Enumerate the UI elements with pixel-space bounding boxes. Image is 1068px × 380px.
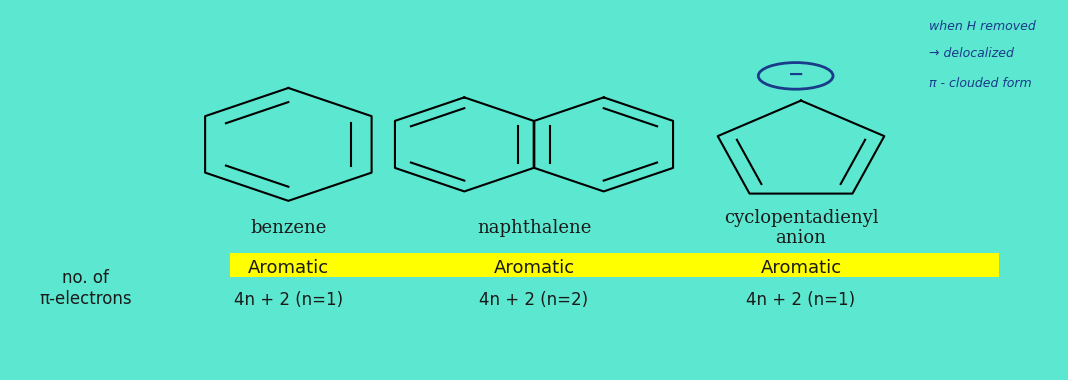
Text: benzene: benzene xyxy=(250,219,327,237)
Text: Aromatic: Aromatic xyxy=(248,259,329,277)
Text: Aromatic: Aromatic xyxy=(493,259,575,277)
Text: 4n + 2 (n=1): 4n + 2 (n=1) xyxy=(747,291,855,309)
Text: no. of
π-electrons: no. of π-electrons xyxy=(40,269,131,308)
Text: naphthalene: naphthalene xyxy=(476,219,592,237)
Text: cyclopentadienyl
anion: cyclopentadienyl anion xyxy=(724,209,878,247)
Text: 4n + 2 (n=1): 4n + 2 (n=1) xyxy=(234,291,343,309)
Text: → delocalized: → delocalized xyxy=(929,47,1014,60)
FancyBboxPatch shape xyxy=(230,253,999,277)
Text: when H removed: when H removed xyxy=(929,20,1036,33)
Text: 4n + 2 (n=2): 4n + 2 (n=2) xyxy=(480,291,588,309)
Text: −: − xyxy=(787,65,804,84)
Text: π - clouded form: π - clouded form xyxy=(929,77,1032,90)
Text: Aromatic: Aromatic xyxy=(760,259,842,277)
